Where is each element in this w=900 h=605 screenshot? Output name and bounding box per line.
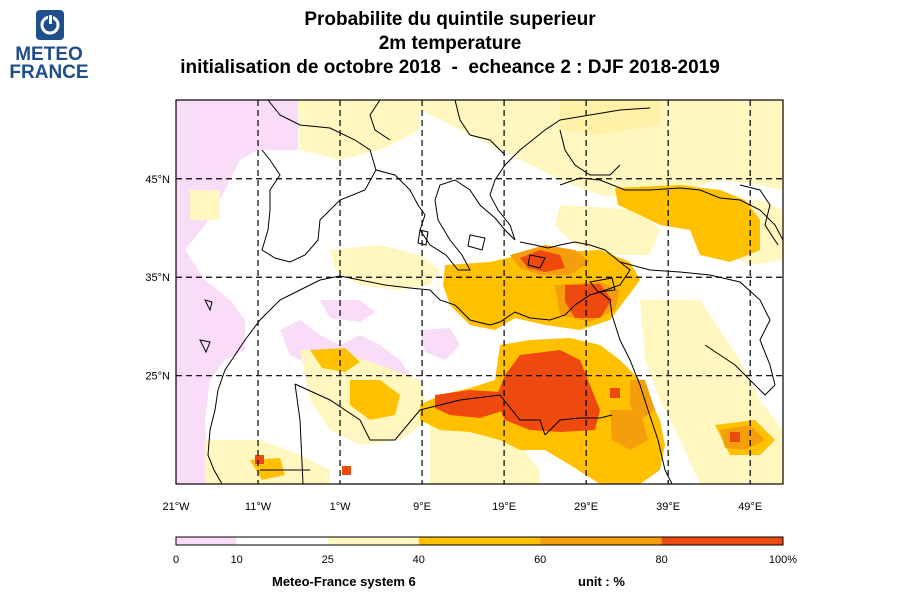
unit-label: unit : % xyxy=(578,574,625,589)
colorbar-tick-label: 0 xyxy=(173,554,179,566)
colorbar-tick-label: 10 xyxy=(231,554,243,566)
model-label: Meteo-France system 6 xyxy=(272,574,416,589)
lat-tick-label: 25°N xyxy=(145,371,170,383)
colorbar-segment xyxy=(176,537,237,545)
colorbar-tick-label: 40 xyxy=(413,554,425,566)
lon-tick-label: 49°E xyxy=(738,501,762,513)
colorbar-segment xyxy=(661,537,783,545)
colorbar-segment xyxy=(540,537,662,545)
lon-tick-label: 21°W xyxy=(162,501,190,513)
colorbar xyxy=(175,536,784,546)
zone-25-40 xyxy=(205,100,783,484)
lat-tick-label: 45°N xyxy=(145,174,170,186)
grid-lines xyxy=(176,100,783,484)
colorbar-tick-label: 25 xyxy=(322,554,334,566)
title-line-3: initialisation de octobre 2018 - echeanc… xyxy=(180,57,720,78)
lon-tick-label: 19°E xyxy=(492,501,516,513)
colorbar-frame xyxy=(175,536,784,546)
colorbar-tick-label: 80 xyxy=(655,554,667,566)
lon-tick-label: 9°E xyxy=(413,501,431,513)
meteo-france-logo: METEO FRANCE xyxy=(6,10,92,90)
colorbar-tick-label: 60 xyxy=(534,554,546,566)
logo-text: METEO FRANCE xyxy=(6,44,92,83)
title-line-1: Probabilite du quintile superieur xyxy=(304,9,596,30)
colorbar-tick-label: 100% xyxy=(769,554,797,566)
logo-line-2: FRANCE xyxy=(9,62,89,83)
lon-tick-label: 39°E xyxy=(656,501,680,513)
lon-tick-label: 11°W xyxy=(245,501,272,513)
lat-tick-label: 35°N xyxy=(145,272,170,284)
lon-tick-label: 1°W xyxy=(330,501,352,513)
colorbar-tick-labels: 0 10 25 40 60 80 100% xyxy=(173,554,797,566)
lon-tick-label: 29°E xyxy=(574,501,598,513)
colorbar-segment xyxy=(327,537,419,545)
colorbar-segment xyxy=(418,537,541,545)
map-frame xyxy=(175,99,784,485)
page-title: Probabilite du quintile superieur 2m tem… xyxy=(140,8,760,80)
title-line-2: 2m temperature xyxy=(378,33,522,54)
logo-line-1: METEO xyxy=(15,44,83,65)
latitude-labels: 45°N 35°N 25°N xyxy=(145,174,170,383)
coastlines xyxy=(199,99,784,485)
longitude-labels: 21°W 11°W 1°W 9°E 19°E 29°E 39°E 49°E xyxy=(162,501,762,513)
logo-mark-icon xyxy=(36,10,64,40)
colorbar-segment xyxy=(236,537,328,545)
